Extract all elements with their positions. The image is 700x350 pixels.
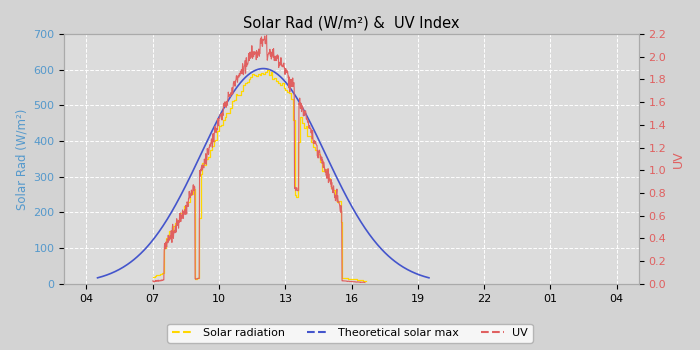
Theoretical solar max (202, 142, 210, 147)
Theoretical solar max (133, 254, 141, 259)
Y-axis label: Solar Rad (W/m²): Solar Rad (W/m²) (15, 108, 28, 210)
UV (297, 102, 305, 106)
Solar radiation (178, 209, 186, 214)
Theoretical solar max (333, 177, 342, 181)
Solar radiation (204, 155, 212, 159)
Solar radiation (215, 124, 223, 128)
UV (278, 64, 286, 68)
UV (262, 33, 271, 37)
Line: UV: UV (153, 35, 365, 282)
Solar radiation (148, 274, 157, 279)
Solar radiation (362, 279, 370, 283)
Solar radiation (262, 68, 271, 72)
Solar radiation (167, 229, 176, 233)
Legend: Solar radiation, Theoretical solar max, UV: Solar radiation, Theoretical solar max, … (167, 324, 533, 343)
UV (360, 280, 369, 285)
Theoretical solar max (225, 97, 233, 102)
Solar radiation (360, 279, 369, 283)
Line: Theoretical solar max: Theoretical solar max (97, 69, 429, 278)
Y-axis label: UV: UV (672, 150, 685, 168)
Line: Solar radiation: Solar radiation (153, 70, 366, 281)
UV (323, 174, 332, 178)
Theoretical solar max (425, 276, 433, 280)
UV (281, 69, 290, 73)
UV (178, 212, 187, 217)
Solar radiation (169, 229, 177, 233)
UV (306, 126, 314, 131)
Solar radiation (356, 278, 365, 282)
Theoretical solar max (335, 181, 344, 185)
Theoretical solar max (258, 66, 267, 71)
UV (148, 279, 157, 283)
Title: Solar Rad (W/m²) &  UV Index: Solar Rad (W/m²) & UV Index (244, 15, 460, 30)
Theoretical solar max (93, 276, 102, 280)
Theoretical solar max (302, 114, 311, 118)
